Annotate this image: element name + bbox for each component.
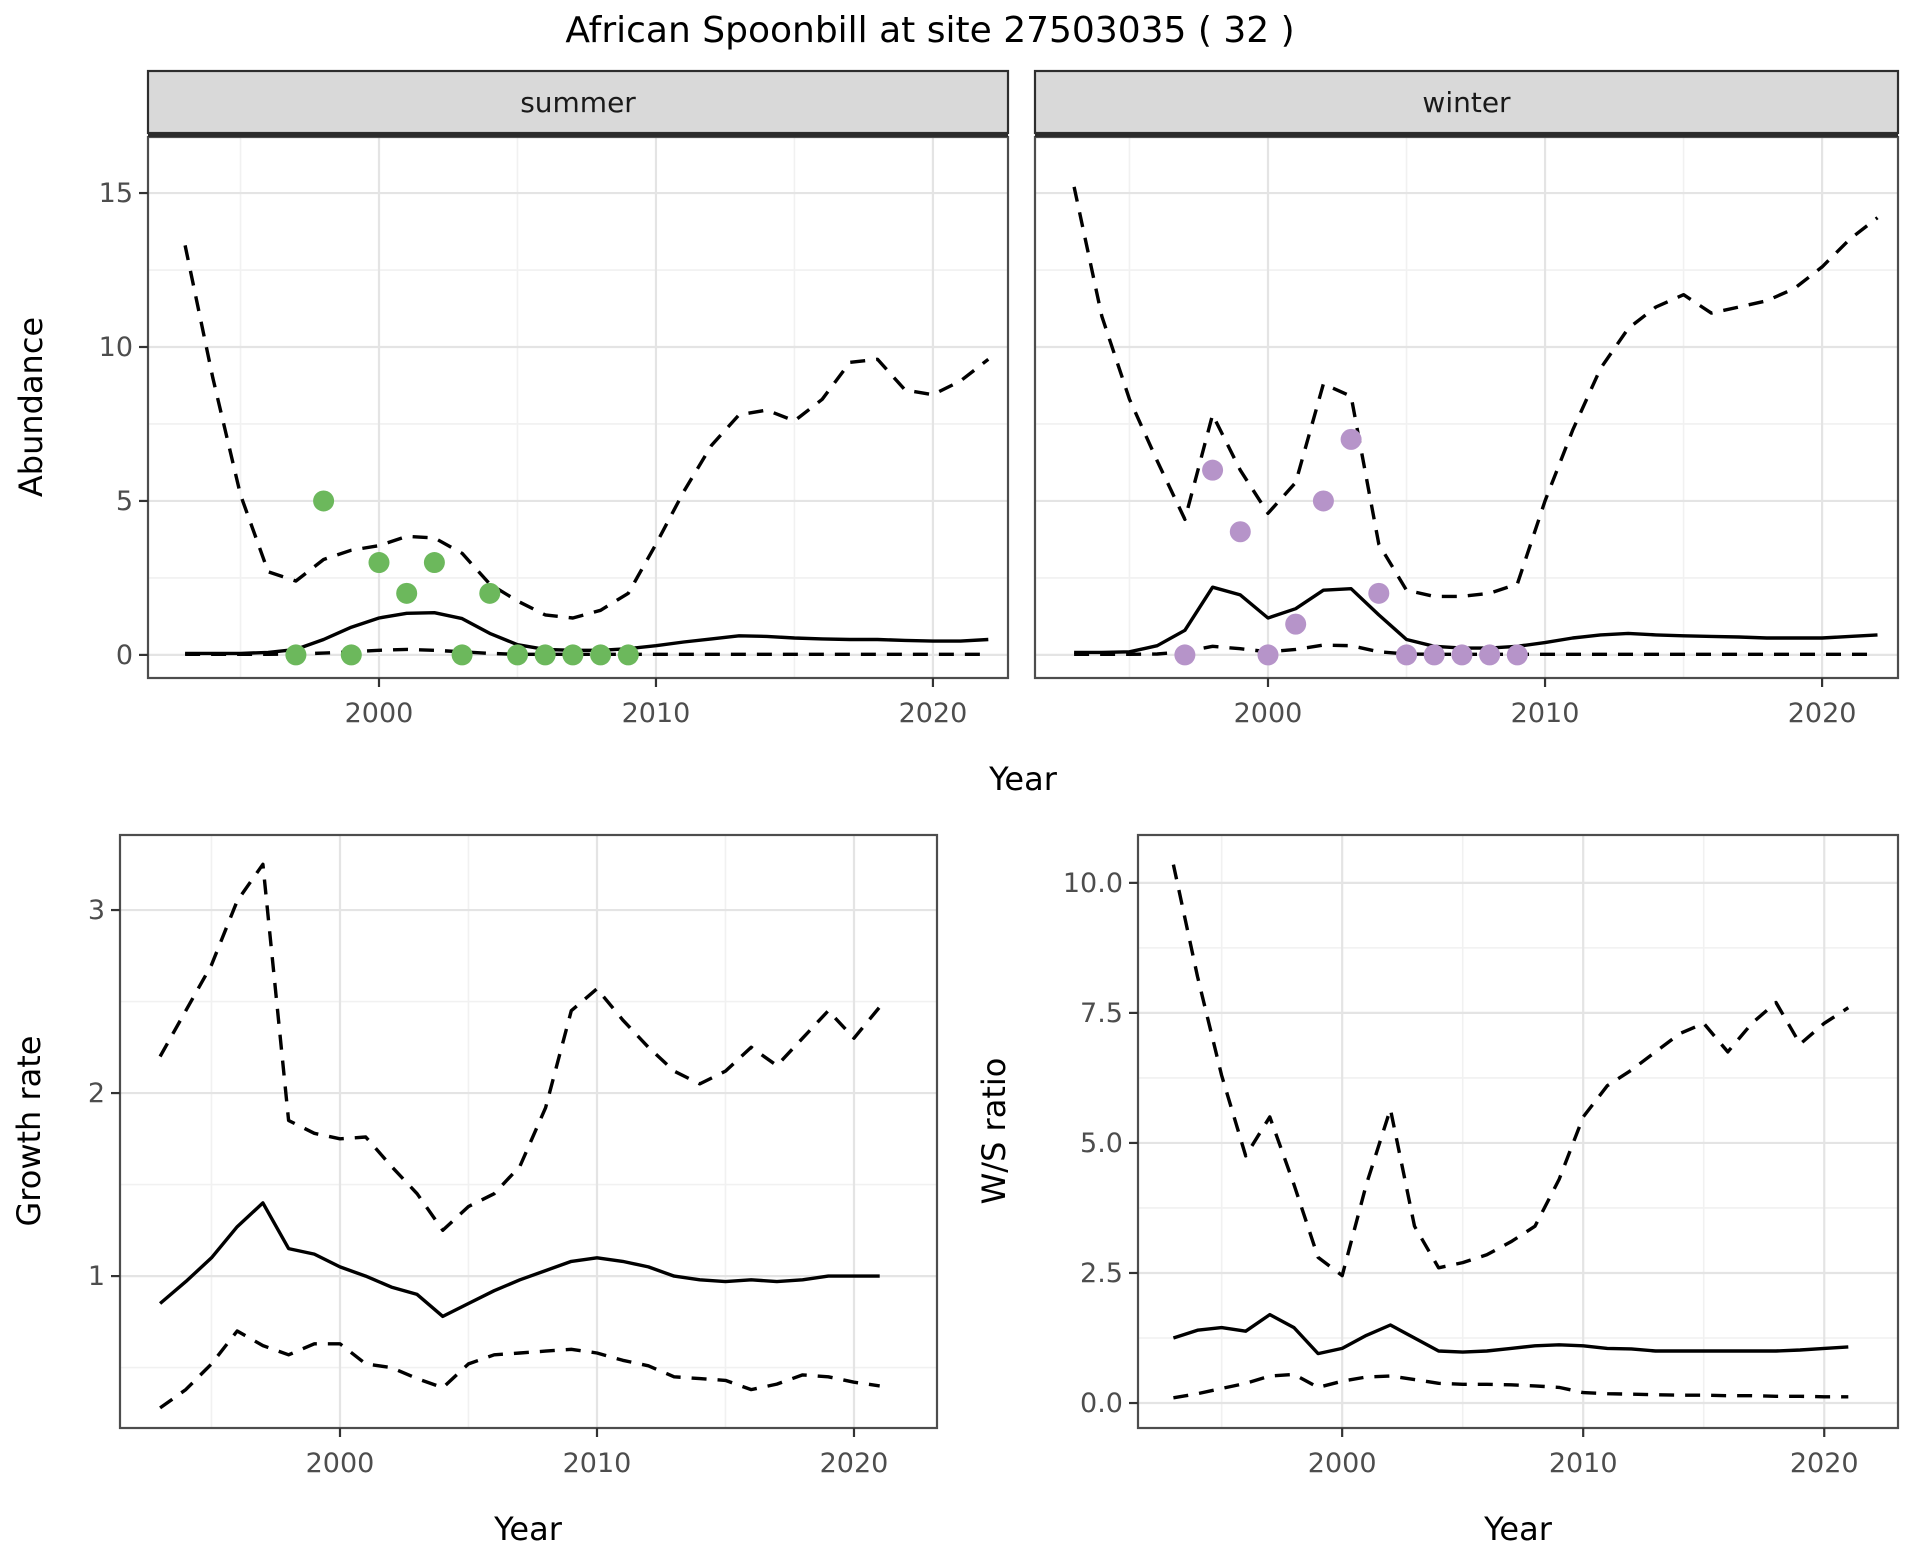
observation-point xyxy=(1451,644,1473,666)
observation-point xyxy=(1396,644,1418,666)
panel-abundance-summer: summer 2000 2010 2020 0 5 10 15 xyxy=(99,69,1010,729)
y-tick-label: 5.0 xyxy=(1080,1128,1123,1159)
observation-point xyxy=(562,644,584,666)
x-tick-label: 2000 xyxy=(1234,698,1303,729)
observation-point xyxy=(506,644,528,666)
growth-rate-y-axis-title: Growth rate xyxy=(10,1036,48,1227)
growth-rate-lower-ci-line xyxy=(159,1329,880,1410)
abundance-winter-upper-ci-line xyxy=(1072,186,1879,599)
abundance-summer-median-line xyxy=(185,611,989,656)
observation-point xyxy=(396,582,418,604)
panel-border xyxy=(118,833,939,1430)
y-tick-label: 5 xyxy=(116,486,133,517)
panel-background xyxy=(120,835,937,1428)
observation-point xyxy=(479,582,501,604)
observation-point xyxy=(1423,644,1445,666)
x-tick-label: 2020 xyxy=(820,1448,889,1479)
observation-point xyxy=(368,552,390,574)
panel-growth-rate: 2000 2010 2020 1 2 3 Year Growth rate xyxy=(10,833,939,1548)
gridlines xyxy=(120,835,937,1428)
y-tick-label: 2.5 xyxy=(1080,1258,1123,1289)
facet-strip xyxy=(1033,69,1900,135)
y-tick-label: 0 xyxy=(116,640,133,671)
panel-border xyxy=(1136,833,1900,1430)
summer-observations xyxy=(285,490,639,666)
x-tick-label: 2000 xyxy=(1308,1448,1377,1479)
x-tick-label: 2010 xyxy=(1511,698,1580,729)
abundance-y-axis-title: Abundance xyxy=(12,317,50,497)
y-tick-label: 7.5 xyxy=(1080,998,1123,1029)
top-x-axis-title: Year xyxy=(988,760,1058,798)
observation-point xyxy=(1368,582,1390,604)
growth-rate-x-axis-title: Year xyxy=(493,1510,563,1548)
abundance-winter-lower-ci-line xyxy=(1074,643,1878,656)
facet-label: winter xyxy=(1422,86,1511,119)
observation-point xyxy=(451,644,473,666)
ws-ratio-lower-ci-line xyxy=(1173,1372,1849,1400)
x-tick-label: 2000 xyxy=(306,1448,375,1479)
observation-point xyxy=(617,644,639,666)
facet-strip xyxy=(146,69,1010,135)
observation-point xyxy=(423,552,445,574)
observation-point xyxy=(1285,613,1307,635)
observation-point xyxy=(1340,428,1362,450)
ws-ratio-median-line xyxy=(1172,1312,1849,1356)
x-tick-label: 2020 xyxy=(1790,1448,1859,1479)
observation-point xyxy=(1229,521,1251,543)
observation-point xyxy=(1174,644,1196,666)
x-tick-label: 2020 xyxy=(1788,698,1857,729)
observation-point xyxy=(1257,644,1279,666)
panel-background xyxy=(148,137,1008,678)
y-tick-label: 3 xyxy=(88,895,105,926)
panel-abundance-winter: winter 2000 2010 2020 xyxy=(1033,69,1900,729)
ws-ratio-upper-ci-line xyxy=(1171,864,1850,1278)
observation-point xyxy=(1506,644,1528,666)
observation-point xyxy=(313,490,335,512)
growth-rate-upper-ci-line xyxy=(158,862,882,1233)
chart-title: African Spoonbill at site 27503035 ( 32 … xyxy=(565,10,1295,51)
y-tick-label: 1 xyxy=(88,1261,105,1292)
observation-point xyxy=(1312,490,1334,512)
facet-label: summer xyxy=(520,86,636,119)
growth-rate-median-line xyxy=(158,1201,880,1319)
panel-ws-ratio: 2000 2010 2020 0.0 2.5 5.0 7.5 10.0 Year W/S rati… xyxy=(975,833,1900,1548)
observation-point xyxy=(590,644,612,666)
y-tick-label: 2 xyxy=(88,1078,105,1109)
y-tick-label: 0.0 xyxy=(1080,1388,1123,1419)
ws-ratio-x-axis-title: Year xyxy=(1483,1510,1553,1548)
observation-point xyxy=(285,644,307,666)
x-tick-label: 2010 xyxy=(622,698,691,729)
abundance-winter-median-line xyxy=(1074,585,1878,655)
panel-background xyxy=(1035,137,1898,678)
winter-observations xyxy=(1174,428,1528,666)
x-tick-label: 2010 xyxy=(563,1448,632,1479)
y-tick-label: 15 xyxy=(99,178,133,209)
x-tick-label: 2010 xyxy=(1549,1448,1618,1479)
y-tick-label: 10 xyxy=(99,332,133,363)
y-tick-label: 10.0 xyxy=(1063,868,1123,899)
observation-point xyxy=(1479,644,1501,666)
x-tick-label: 2020 xyxy=(899,698,968,729)
observation-point xyxy=(534,644,556,666)
observation-point xyxy=(340,644,362,666)
x-tick-label: 2000 xyxy=(345,698,414,729)
abundance-summer-lower-ci-line xyxy=(185,647,989,656)
ws-ratio-y-axis-title: W/S ratio xyxy=(975,1058,1013,1205)
abundance-summer-upper-ci-line xyxy=(183,245,990,620)
panel-background xyxy=(1138,835,1898,1428)
observation-point xyxy=(1202,459,1224,481)
